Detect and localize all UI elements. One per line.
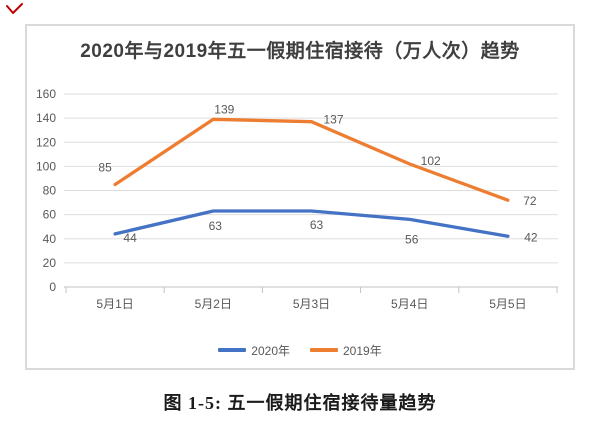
chart-container (25, 24, 575, 370)
legend-swatch-2020 (218, 348, 247, 352)
legend-item-2019: 2019年 (310, 342, 382, 359)
figure-caption: 图 1-5: 五一假期住宿接待量趋势 (163, 393, 437, 413)
legend-item-2020: 2020年 (218, 342, 290, 359)
legend-swatch-2019 (310, 348, 338, 352)
legend: 2020年 2019年 (25, 341, 575, 359)
chart-title: 2020年与2019年五一假期住宿接待（万人次）趋势 (80, 41, 520, 62)
legend-label-2019: 2019年 (343, 343, 382, 358)
red-check-mark-icon (6, 3, 23, 14)
legend-label-2020: 2020年 (251, 343, 290, 358)
